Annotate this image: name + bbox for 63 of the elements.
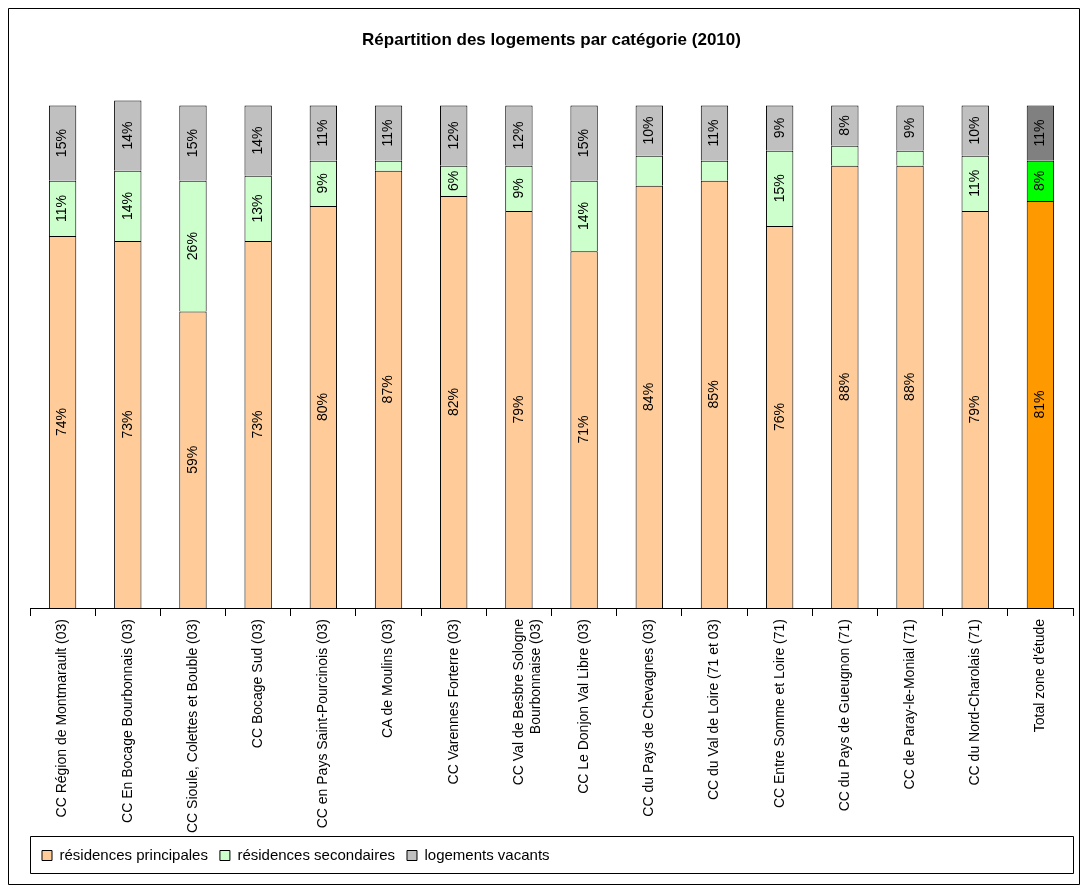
x-tick-label: CC Val de Besbre Sologne Bourbonnaise (03) [509,618,543,786]
x-tick-label: CC Bocage Sud (03) [249,619,266,749]
data-label: 11% [314,119,331,147]
data-label: 11% [966,169,983,197]
data-label: 82% [444,387,461,416]
x-tick-label: CC en Pays Saint-Pourcinois (03) [314,619,331,829]
data-label: 15% [574,129,591,158]
data-label: 11% [379,119,396,147]
data-label: 8% [835,115,852,136]
data-label: 59% [183,445,200,474]
data-label: 12% [509,121,526,150]
legend-label: logements vacants [424,845,550,863]
data-label: 88% [900,372,917,401]
data-label: 15% [53,129,70,158]
data-label: 71% [574,415,591,444]
data-label: 74% [53,408,70,437]
data-label: 11% [53,194,70,222]
data-label: 76% [770,403,787,432]
x-tick-label: CC Région de Montmarault (03) [53,619,70,818]
chart-title: Répartition des logements par catégorie (2010) [362,29,741,49]
data-label: 9% [314,173,331,194]
data-label: 73% [118,410,135,439]
data-label: 6% [444,170,461,191]
data-label: 73% [249,410,266,439]
data-label: 14% [574,201,591,231]
data-label: 26% [183,232,200,261]
data-label: 88% [835,372,852,401]
data-label: 13% [249,194,266,223]
x-tick-label: Total zone d'étude [1031,618,1048,733]
x-tick-label: CC du Val de Loire (71 et 03) [705,619,722,801]
x-tick-label: CC du Nord-Charolais (71) [966,619,983,786]
data-label: 15% [183,129,200,158]
x-tick-label: CC Le Donjon Val Libre (03) [574,619,591,794]
data-label: 9% [509,178,526,199]
data-label: 85% [705,380,722,409]
data-label: 14% [118,191,135,220]
data-label: 14% [118,121,135,150]
data-label: 8% [1031,170,1048,191]
data-label: 9% [900,117,917,139]
data-label: 10% [640,116,657,145]
data-label: 15% [770,174,787,203]
legend-label: résidences principales [59,845,208,863]
data-label: 11% [1031,119,1048,147]
data-label: 12% [444,121,461,150]
data-label: 84% [640,382,657,411]
data-label: 80% [314,392,331,421]
data-label: 81% [1031,390,1048,419]
data-label: 11% [705,119,722,147]
x-tick-label: CC Entre Somme et Loire (71) [770,619,787,809]
x-tick-label: CA de Moulins (03) [379,619,396,739]
data-label: 79% [509,395,526,424]
x-tick-label: CC du Pays de Chevagnes (03) [640,619,657,817]
x-tick-label: CC du Pays de Gueugnon (71) [835,619,852,812]
x-tick-label: CC Varennes Forterre (03) [444,619,461,785]
x-tick-label: CC de Paray-le-Monial (71) [900,619,917,790]
legend-label: résidences secondaires [237,845,395,863]
data-label: 10% [966,116,983,145]
data-label: 79% [966,395,983,424]
data-label: 14% [249,126,266,155]
data-label: 87% [379,375,396,404]
x-tick-label: CC Sioule, Colettes et Bouble (03) [183,619,200,833]
data-label: 9% [770,117,787,139]
x-tick-label: CC En Bocage Bourbonnais (03) [118,619,135,823]
